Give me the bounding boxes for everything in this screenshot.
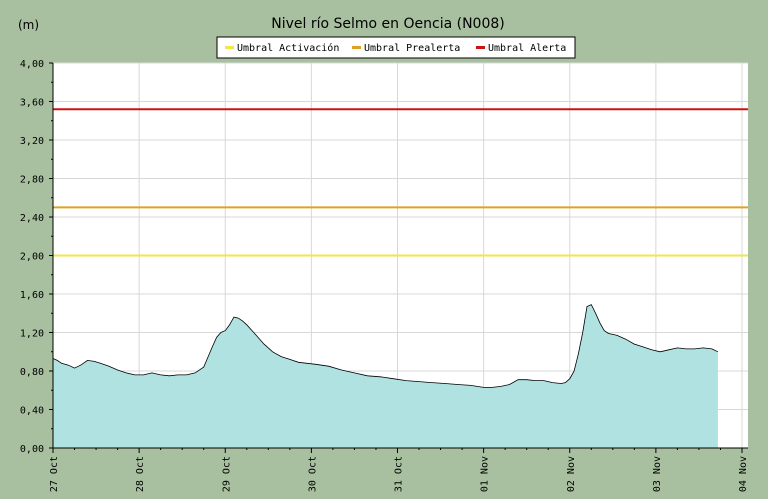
x-tick-label: 01 Nov (480, 456, 491, 492)
legend: Umbral Activación Umbral Prealerta Umbral … (216, 36, 576, 59)
y-tick-label: 2,40 (20, 213, 44, 224)
y-tick-label: 0,80 (20, 367, 44, 378)
y-tick-label: 4,00 (20, 59, 44, 70)
x-tick-label: 27 Oct (49, 456, 60, 492)
y-tick-label: 2,80 (20, 175, 44, 186)
legend-box (216, 36, 576, 59)
y-tick-label: 0,00 (20, 444, 44, 455)
y-tick-labels: 0,00 0,40 0,80 1,20 1,60 2,00 2,40 2,80 3,20 3,60… (20, 59, 44, 455)
x-tick-label: 31 Oct (394, 456, 405, 492)
x-tick-label: 02 Nov (566, 456, 577, 492)
y-tick-label: 0,40 (20, 406, 44, 417)
level-area (53, 304, 718, 448)
level-line (52, 304, 719, 388)
legend-label-2: Umbral Alerta (488, 43, 566, 54)
legend-label-0: Umbral Activación (237, 42, 339, 54)
legend-label-1: Umbral Prealerta (364, 43, 460, 54)
y-tick-label: 3,20 (20, 136, 44, 147)
x-tick-label: 30 Oct (307, 456, 318, 492)
y-tick-label: 1,20 (20, 329, 44, 340)
x-tick-label: 04 Nov (738, 456, 749, 492)
area-layer (52, 304, 719, 448)
axes (49, 62, 748, 453)
y-tick-label: 2,00 (20, 252, 44, 263)
chart-title: Nivel río Selmo en Oencia (N008) (271, 16, 504, 32)
x-tick-labels: 27 Oct 28 Oct 29 Oct 30 Oct 31 Oct 01 Nov 02 N… (49, 456, 749, 492)
y-tick-label: 1,60 (20, 290, 44, 301)
x-tick-label: 29 Oct (221, 456, 232, 492)
x-tick-label: 28 Oct (135, 456, 146, 492)
y-tick-label: 3,60 (20, 98, 44, 109)
x-tick-label: 03 Nov (652, 456, 663, 492)
y-unit-label: (m) (18, 18, 39, 32)
threshold-layer (53, 108, 748, 257)
